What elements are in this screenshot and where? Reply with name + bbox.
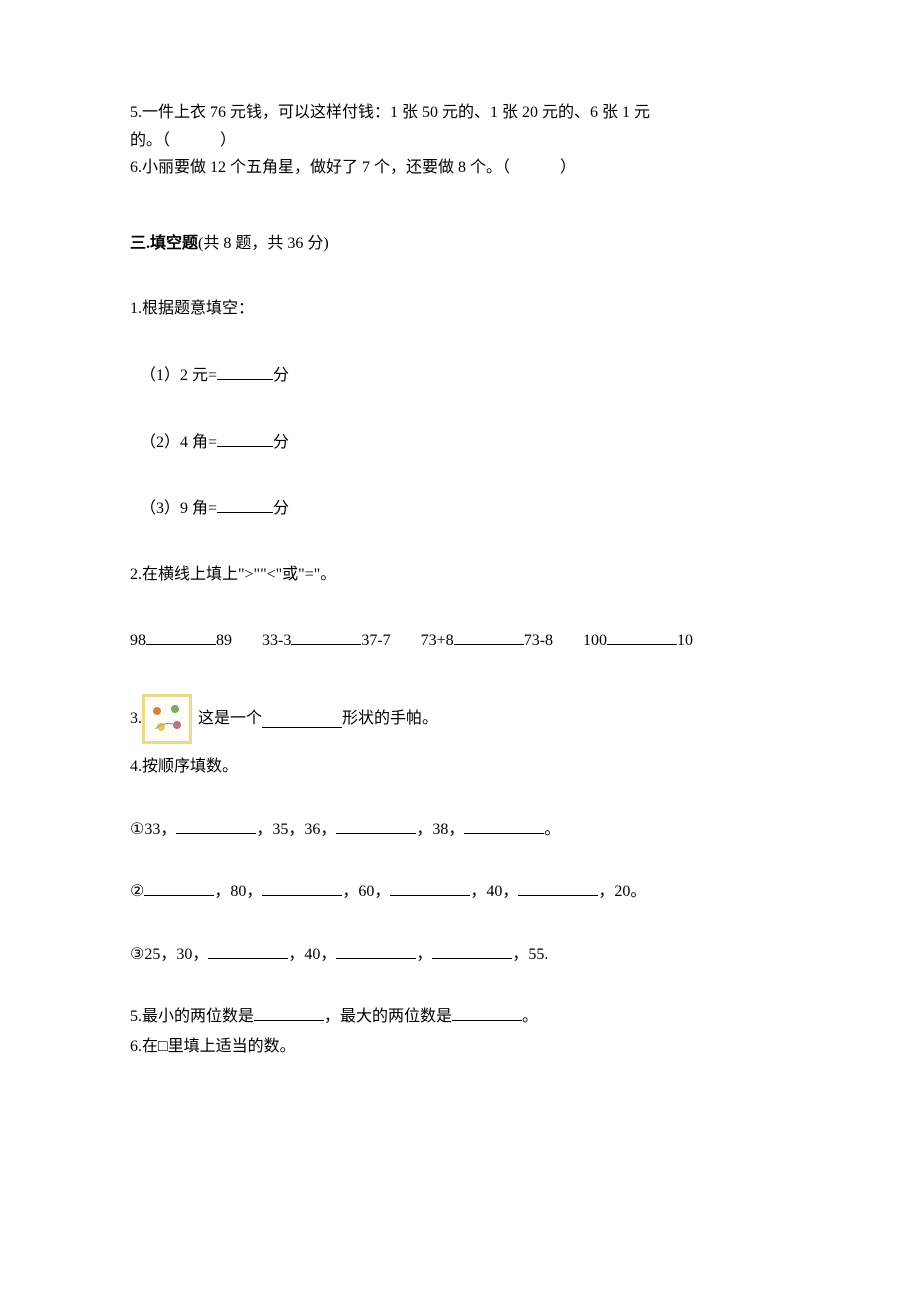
q4-s3d: ，55. — [512, 946, 548, 963]
section-3-paren: (共 8 题，共 36 分) — [198, 235, 329, 252]
q1-sub3-blank — [217, 495, 273, 513]
q1-sub3: （3）9 角= 分 — [140, 495, 800, 522]
q2-i1-left: 98 — [130, 632, 146, 649]
q3-prefix: 3. — [130, 706, 142, 732]
q5-prefix: 5.最小的两位数是 — [130, 1008, 254, 1025]
q4-s2-blank4 — [518, 878, 598, 896]
q4-s3-blank2 — [336, 941, 416, 959]
section-3-prefix: 三.填空题 — [130, 235, 198, 252]
q4-s1d: 。 — [544, 821, 560, 838]
q1-sub1-suffix: 分 — [273, 367, 289, 384]
q5-blank1 — [254, 1003, 324, 1021]
q3-mid: 这是一个 — [198, 706, 262, 732]
q4-s3b: ，40， — [288, 946, 336, 963]
q1-sub2-blank — [217, 429, 273, 447]
q2-item1: 98 89 — [130, 627, 232, 654]
q4-s1-blank1 — [176, 816, 256, 834]
q4-s2e: ，20。 — [598, 883, 646, 900]
q4-s1b: ，35，36， — [256, 821, 336, 838]
q2-i2-right: 37-7 — [361, 632, 390, 649]
q5-blank2 — [452, 1003, 522, 1021]
q2-item2: 33-3 37-7 — [262, 627, 391, 654]
prior-q6-close: ） — [560, 159, 576, 176]
q4-s2-blank1 — [144, 878, 214, 896]
prior-q6: 6.小丽要做 12 个五角星，做好了 7 个，还要做 8 个。（ ） — [130, 155, 800, 181]
q4-s1c: ，38， — [416, 821, 464, 838]
q1-sub2: （2）4 角= 分 — [140, 429, 800, 456]
q3-blank — [262, 710, 342, 728]
q2-i3-blank — [454, 627, 524, 645]
q4-s1-blank2 — [336, 816, 416, 834]
prior-q5-line2: 的。（ ） — [130, 128, 800, 154]
q4-s1a: ①33， — [130, 821, 176, 838]
prior-q5-line1: 5.一件上衣 76 元钱，可以这样付钱：1 张 50 元的、1 张 20 元的、… — [130, 100, 800, 126]
q4-seq1: ①33， ，35，36， ，38， 。 — [130, 816, 800, 843]
q1-prompt: 1.根据题意填空： — [130, 296, 800, 322]
prior-q5-close: ） — [220, 132, 236, 149]
q4-prompt: 4.按顺序填数。 — [130, 754, 800, 780]
q2-i4-left: 100 — [583, 632, 607, 649]
q2-i1-blank — [146, 627, 216, 645]
q5-mid: ，最大的两位数是 — [324, 1008, 452, 1025]
q4-s2-blank2 — [262, 878, 342, 896]
prior-q5-prefix: 的。（ — [130, 132, 170, 149]
q2-i2-blank — [291, 627, 361, 645]
q4-s2c: ，60， — [342, 883, 390, 900]
q4-s2b: ，80， — [214, 883, 262, 900]
q4-s2a: ② — [130, 883, 144, 900]
q1-sub2-suffix: 分 — [273, 434, 289, 451]
q4-s3a: ③25，30， — [130, 946, 208, 963]
q4-seq2: ② ，80， ，60， ，40， ，20。 — [130, 878, 800, 905]
q4-s3-blank1 — [208, 941, 288, 959]
q4-s3c: ， — [416, 946, 432, 963]
q3-suffix: 形状的手帕。 — [342, 706, 438, 732]
q1-sub3-suffix: 分 — [273, 500, 289, 517]
q2-i4-right: 10 — [677, 632, 693, 649]
q2-item4: 100 10 — [583, 627, 693, 654]
q4-s2d: ，40， — [470, 883, 518, 900]
q5-suffix: 。 — [522, 1008, 538, 1025]
q1-sub2-prefix: （2）4 角= — [140, 434, 217, 451]
section-3-title: 三.填空题(共 8 题，共 36 分) — [130, 231, 800, 257]
prior-q6-text: 6.小丽要做 12 个五角星，做好了 7 个，还要做 8 个。（ — [130, 159, 510, 176]
q1-sub1: （1）2 元= 分 — [140, 362, 800, 389]
q4-seq3: ③25，30， ，40， ， ，55. — [130, 941, 800, 968]
q2-i1-right: 89 — [216, 632, 232, 649]
q1-sub1-blank — [217, 362, 273, 380]
q3-row: 3. 这是一个 形状的手帕。 — [130, 694, 800, 744]
q4-s3-blank3 — [432, 941, 512, 959]
q6-line: 6.在□里填上适当的数。 — [130, 1034, 800, 1060]
q2-i3-right: 73-8 — [524, 632, 553, 649]
q2-i2-left: 33-3 — [262, 632, 291, 649]
q2-item3: 73+8 73-8 — [421, 627, 553, 654]
q2-i4-blank — [607, 627, 677, 645]
q1-sub3-prefix: （3）9 角= — [140, 500, 217, 517]
q2-i3-left: 73+8 — [421, 632, 454, 649]
q2-compare-row: 98 89 33-3 37-7 73+8 73-8 100 10 — [130, 627, 800, 654]
q4-s1-blank3 — [464, 816, 544, 834]
q2-prompt: 2.在横线上填上">""<"或"="。 — [130, 562, 800, 588]
q1-sub1-prefix: （1）2 元= — [140, 367, 217, 384]
q4-s2-blank3 — [390, 878, 470, 896]
q5-line: 5.最小的两位数是 ，最大的两位数是 。 — [130, 1003, 800, 1030]
handkerchief-icon — [142, 694, 192, 744]
